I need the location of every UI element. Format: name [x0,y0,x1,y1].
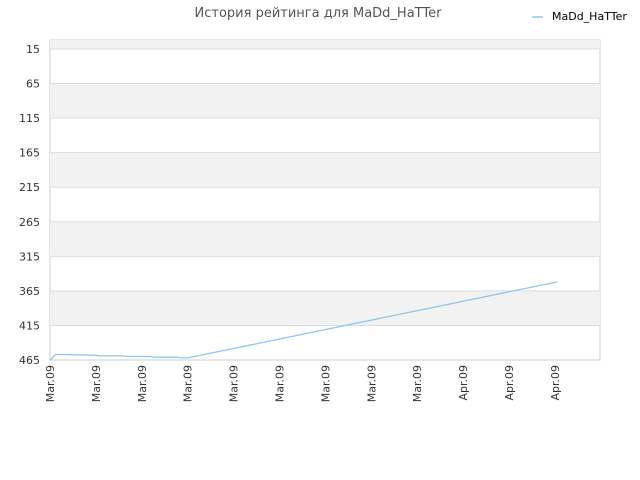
band [50,83,600,119]
series-layer [49,281,558,361]
y-tick-label: 265 [19,216,40,229]
y-tick-label: 415 [19,319,40,332]
legend[interactable]: MaDd_HaTTer [532,10,627,23]
x-tick-label: Mar.09 [319,365,332,402]
band [50,290,600,326]
band [50,152,600,188]
x-tick-label: Mar.09 [228,365,241,402]
y-tick-label: 315 [19,250,40,263]
x-tick-label: Mar.09 [365,365,378,402]
y-tick-label: 215 [19,181,40,194]
band-top [50,40,600,49]
x-tick-label: Mar.09 [274,365,287,402]
x-tick-label: Mar.09 [90,365,103,402]
x-tick-label: Mar.09 [411,365,424,402]
chart-title: История рейтинга для MaDd_HaTTer [195,6,443,21]
x-tick-label: Mar.09 [44,365,57,402]
band [50,221,600,257]
y-tick-label: 165 [19,147,40,160]
x-tick-label: Apr.09 [549,365,562,401]
y-tick-label: 15 [26,43,40,56]
y-axis-ticks: 15 65 115 165 215 265 315 365 415 465 [19,43,40,367]
x-axis-ticks: Mar.09 Mar.09 Mar.09 Mar.09 Mar.09 Mar.09 Mar.… [44,365,562,402]
grid-lines [50,48,600,361]
plot-background [49,39,601,361]
y-tick-label: 365 [19,285,40,298]
y-tick-label: 65 [26,78,40,91]
x-tick-label: Mar.09 [136,365,149,402]
x-tick-label: Mar.09 [182,365,195,402]
legend-label: MaDd_HaTTer [552,10,627,23]
y-tick-label: 465 [19,354,40,367]
x-tick-label: Apr.09 [457,365,470,401]
y-tick-label: 115 [19,112,40,125]
series-line-0 [49,281,558,361]
x-tick-label: Apr.09 [503,365,516,401]
